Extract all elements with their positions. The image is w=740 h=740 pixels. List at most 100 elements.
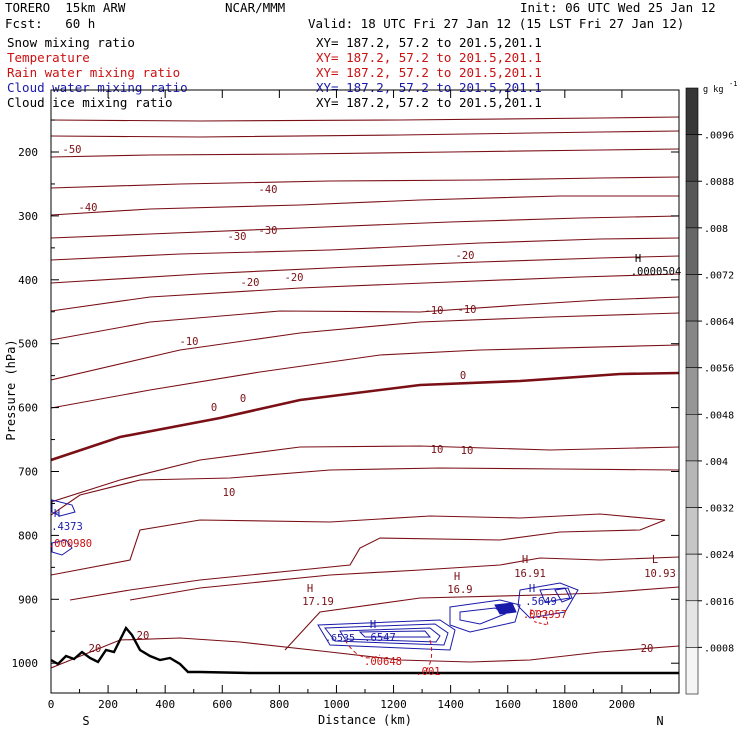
legend-item-coords: XY= 187.2, 57.2 to 201.5,201.1 [316,35,542,50]
colorbar-label: .004 [704,457,728,468]
colorbar-label: .0024 [704,550,734,561]
extremum-symbol: H [454,571,460,583]
isotherm-label: -10 [425,305,444,317]
forecast-hour: Fcst: 60 h [5,16,96,31]
model-title: TORERO 15km ARW [5,0,126,15]
y-tick-label: 200 [18,146,38,159]
y-tick-label: 1000 [12,657,39,670]
isotherm-line [51,255,679,284]
isotherm-label: 20 [89,643,102,655]
cloud-water-contour [459,607,507,625]
x-tick-label: 2000 [609,698,636,711]
cloud-water-contour [554,587,573,603]
y-tick-label: 900 [18,593,38,606]
terrain-line [51,625,679,675]
isotherm-label: 10 [223,487,236,499]
isotherm-line [51,176,679,189]
legend-item-coords: XY= 187.2, 57.2 to 201.5,201.1 [316,80,542,95]
isotherm-line [51,130,679,138]
colorbar-units: g kg [703,85,723,95]
x-tick-label: 1000 [323,698,350,711]
isotherm-label: 0 [240,393,246,405]
isotherm-line [51,445,679,503]
isotherm-label: 10 [431,444,444,456]
colorbar-label: .0056 [704,364,734,375]
isotherm-line [51,344,679,409]
colorbar-segment [685,87,699,135]
colorbar-label: .0032 [704,504,734,515]
extremum-symbol: H [370,619,376,631]
isotherm-line [51,148,679,158]
rain-contour [344,639,381,659]
y-tick-label: 800 [18,529,38,542]
x-tick-label: 400 [155,698,175,711]
legend-item-name: Temperature [7,50,90,65]
extremum-symbol: H [529,583,535,595]
isotherm-label: -50 [63,144,82,156]
extremum-value: .6547 [364,632,396,644]
extremum-symbol: H [635,253,641,265]
extremum-symbol: L [652,554,658,566]
isotherm-line [51,237,679,261]
organization-label: NCAR/MMM [225,0,286,15]
isotherm-label: 20 [137,630,150,642]
x-tick-label: 1200 [380,698,407,711]
colorbar-segment [685,553,699,602]
x-tick-label: 0 [48,698,55,711]
isotherm-label: 0 [211,402,217,414]
isotherm-line [51,467,679,516]
isotherm-label: 20 [641,643,654,655]
colorbar-label: .0048 [704,410,734,421]
isotherm-line [51,637,679,669]
y-tick-label: 700 [18,466,38,479]
legend-item-name: Cloud ice mixing ratio [7,95,173,110]
extremum-value: .6535 [325,633,355,644]
legend-item-coords: XY= 187.2, 57.2 to 201.5,201.1 [316,50,542,65]
y-tick-label: 400 [18,274,38,287]
colorbar-segment [685,274,699,322]
isotherm-label: -20 [456,250,475,262]
extremum-value: .5649 [525,596,557,608]
colorbar-segment [685,507,699,555]
colorbar-segment [685,227,699,275]
colorbar-segment [685,134,699,182]
cloud-water-contour [449,599,521,633]
section-end-label: N [656,714,663,728]
colorbar-segment [685,367,699,415]
isotherm-label: -30 [259,225,278,237]
isotherm-line [51,312,679,381]
cloud-water-contour [539,587,571,603]
x-tick-label: 1800 [552,698,579,711]
extremum-value: 10.93 [644,568,676,580]
isotherm-label: -20 [285,272,304,284]
extremum-symbol: H [307,583,313,595]
legend-item-coords: XY= 187.2, 57.2 to 201.5,201.1 [316,95,542,110]
x-tick-label: 600 [212,698,232,711]
y-tick-label: 500 [18,338,38,351]
extremum-value: 16.91 [514,568,546,580]
extremum-value: .0000504 [631,266,682,278]
rain-contour [424,639,433,673]
isotherm-label: -10 [458,304,477,316]
rain-contour [529,609,549,626]
colorbar-segment [685,320,699,368]
colorbar-label: .0008 [704,643,734,654]
colorbar-label: .0088 [704,177,734,188]
section-start-label: S [82,714,89,728]
y-axis-label: Pressure (hPa) [4,339,18,440]
colorbar-units-exponent: -1 [729,80,737,88]
cloud-water-contour [51,539,73,556]
y-tick-label: 600 [18,402,38,415]
isotherm-line [51,273,679,312]
isotherm-label: -20 [241,277,260,289]
isotherm-label: -40 [259,184,278,196]
isotherm-line [51,116,679,122]
extremum-value: .000980 [48,538,92,550]
init-time: Init: 06 UTC Wed 25 Jan 12 [520,0,716,15]
isotherm-label: 10 [461,445,474,457]
x-axis-label: Distance (km) [318,713,412,727]
isotherm-line [51,513,666,601]
colorbar-segment [685,647,699,695]
colorbar-segment [685,414,699,462]
